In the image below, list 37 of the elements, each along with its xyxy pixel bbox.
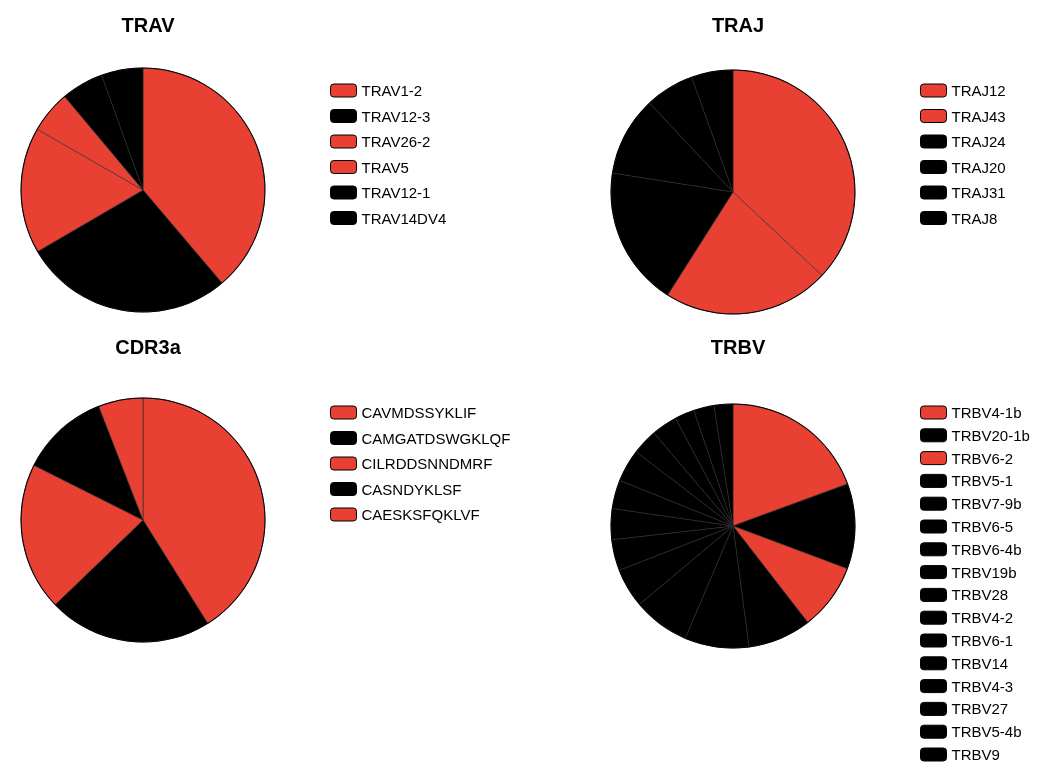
legend-label: CAMGATDSWGKLQF [361,429,511,447]
legend-label: TRBV28 [951,586,1009,604]
legend-label: CAESKSFQKLVF [361,506,480,523]
legend-label: TRBV20-1b [951,426,1030,444]
legend-label: TRAV12-1 [361,184,431,201]
legend-label: CAVMDSSYKLIF [361,404,477,421]
legend-label: TRBV5-4b [951,723,1022,741]
legend-label: TRBV4-2 [951,609,1014,627]
legend-label: TRBV5-1 [951,472,1014,490]
legend-label: TRBV14 [951,654,1009,672]
chart-title: TRBV [710,336,766,358]
legend-label: TRBV19b [951,563,1017,581]
chart-title: TRAV [121,14,176,36]
legend-label: TRBV6-2 [951,449,1014,467]
legend-label: TRAJ24 [951,133,1006,150]
legend-label: TRAV1-2 [361,82,423,99]
chart-title: TRAJ [711,14,765,36]
chart-title: CDR3a [115,336,182,358]
legend-label: TRAV14DV4 [361,209,447,227]
legend-label: TRBV6-1 [951,632,1014,649]
legend-label: TRBV4-1b [951,404,1022,421]
legend-label: TRBV9 [951,746,1000,763]
legend-label: CILRDDSNNDMRF [361,455,493,472]
legend-label: TRBV6-4b [951,540,1022,558]
legend-label: TRAV26-2 [361,133,431,150]
legend-label: TRAJ31 [951,184,1006,201]
legend-label: TRBV27 [951,700,1009,718]
legend-label: TRBV6-5 [951,518,1014,535]
legend-label: TRAJ8 [951,209,998,227]
legend-label: TRAJ43 [951,107,1006,125]
legend-label: TRBV4-3 [951,677,1014,695]
legend-label: TRAV5 [361,158,409,176]
legend-label: TRAJ20 [951,158,1006,176]
legend-label: TRAV12-3 [361,107,431,125]
legend-label: TRAJ12 [951,82,1006,99]
legend-label: CASNDYKLSF [361,480,462,498]
legend-label: TRBV7-9b [951,495,1022,513]
